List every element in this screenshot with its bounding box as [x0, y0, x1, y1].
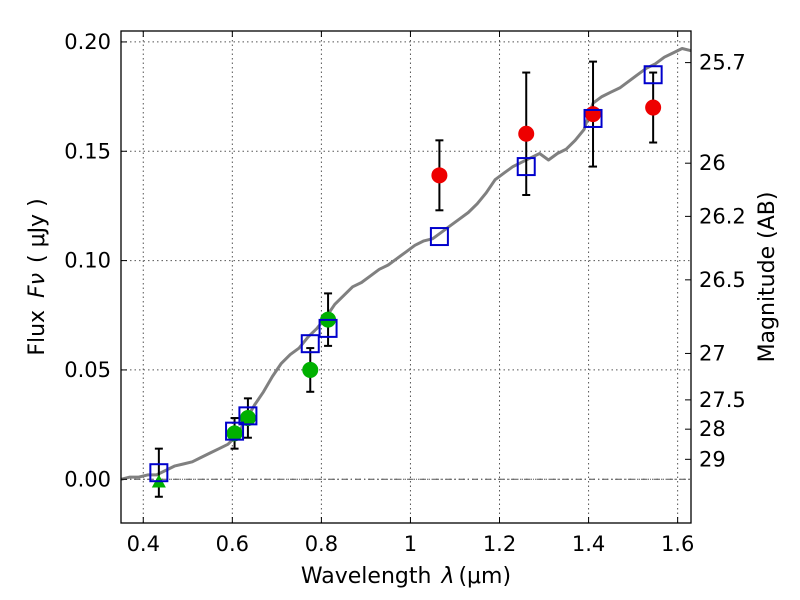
- y-axis-label: FluxFν( μJy ): [25, 198, 50, 355]
- model-spectrum-line: [120, 47, 692, 481]
- mag-tick-label: 26.5: [699, 268, 746, 292]
- y-tick-label: 0.10: [64, 249, 111, 273]
- data-point: [226, 425, 243, 442]
- data-point: [431, 167, 448, 184]
- y-tick-label: 0.15: [64, 139, 111, 163]
- mag-tick-label: 27: [699, 341, 726, 365]
- mag-tick-label: 29: [699, 447, 726, 471]
- mag-tick-label: 26: [699, 151, 726, 175]
- x-tick-label: 1: [404, 532, 417, 556]
- plot-background: [121, 31, 691, 523]
- data-point: [645, 99, 662, 116]
- data-markers: [149, 65, 663, 488]
- model-point: [238, 406, 258, 426]
- mag-tick-label: 25.7: [699, 51, 746, 75]
- data-point: [585, 106, 602, 123]
- x-tick-label: 1.6: [661, 532, 694, 556]
- model-point: [149, 463, 169, 483]
- model-point: [225, 421, 245, 441]
- y-ticks: 0.00 0.05 0.10 0.15 0.20: [64, 30, 127, 491]
- model-point: [583, 108, 603, 128]
- x-ticks: 0.4 0.6 0.8 1 1.2 1.4 1.6: [127, 31, 694, 556]
- magnitude-ticks: 25.7 26 26.2 26.5 27 27.5 28 29: [685, 51, 746, 471]
- model-point: [429, 227, 449, 247]
- model-spectrum: [120, 47, 692, 481]
- model-point: [318, 318, 338, 338]
- model-point: [300, 334, 320, 354]
- y-tick-label: 0.05: [64, 358, 111, 382]
- x-tick-label: 0.6: [216, 532, 249, 556]
- x-tick-label: 1.2: [483, 532, 516, 556]
- x-tick-label: 0.4: [127, 532, 160, 556]
- y-axis-right-label: Magnitude (AB): [755, 192, 780, 363]
- mag-tick-label: 26.2: [699, 204, 746, 228]
- x-tick-label: 0.8: [305, 532, 338, 556]
- x-tick-label: 1.4: [572, 532, 605, 556]
- plot-frame: [120, 30, 692, 524]
- mag-tick-label: 28: [699, 417, 726, 441]
- mag-tick-label: 27.5: [699, 388, 746, 412]
- model-point: [516, 157, 536, 177]
- data-point: [302, 361, 319, 378]
- x-axis-label: Wavelength λ (μm): [301, 564, 511, 589]
- model-point: [643, 65, 663, 85]
- y-tick-label: 0.20: [64, 30, 111, 54]
- y-tick-label: 0.00: [64, 467, 111, 491]
- data-point: [518, 125, 535, 142]
